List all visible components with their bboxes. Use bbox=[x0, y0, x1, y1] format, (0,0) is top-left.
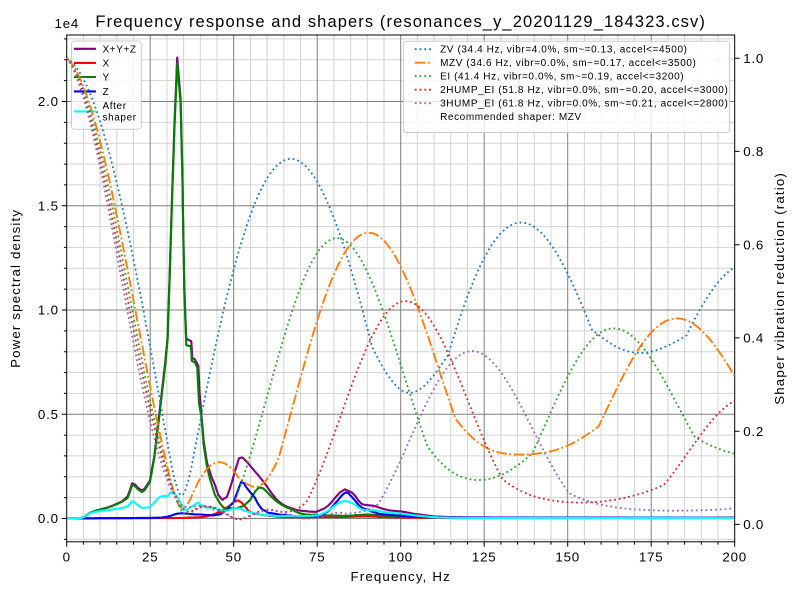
svg-text:Frequency, Hz: Frequency, Hz bbox=[350, 569, 450, 584]
svg-text:Recommended shaper: MZV: Recommended shaper: MZV bbox=[440, 112, 582, 123]
svg-text:0.0: 0.0 bbox=[743, 517, 764, 532]
svg-text:X: X bbox=[103, 58, 110, 69]
svg-text:Power spectral density: Power spectral density bbox=[8, 209, 23, 368]
svg-text:3HUMP_EI (61.8 Hz, vibr=0.0%,: 3HUMP_EI (61.8 Hz, vibr=0.0%, sm~=0.21, … bbox=[440, 99, 728, 110]
svg-text:125: 125 bbox=[472, 550, 497, 565]
svg-text:200: 200 bbox=[722, 550, 747, 565]
svg-text:shaper: shaper bbox=[103, 113, 137, 124]
svg-text:Z: Z bbox=[103, 87, 110, 98]
svg-text:After: After bbox=[103, 101, 127, 112]
svg-text:1.5: 1.5 bbox=[38, 198, 59, 213]
svg-text:MZV (34.6 Hz, vibr=0.0%, sm~=0: MZV (34.6 Hz, vibr=0.0%, sm~=0.17, accel… bbox=[440, 58, 696, 69]
svg-text:175: 175 bbox=[639, 550, 664, 565]
svg-text:0.2: 0.2 bbox=[743, 424, 764, 439]
svg-text:50: 50 bbox=[226, 550, 242, 565]
svg-text:0.5: 0.5 bbox=[38, 407, 59, 422]
svg-text:0.4: 0.4 bbox=[743, 331, 764, 346]
svg-text:0.0: 0.0 bbox=[38, 511, 59, 526]
svg-text:X+Y+Z: X+Y+Z bbox=[103, 44, 137, 55]
svg-text:2.0: 2.0 bbox=[38, 94, 59, 109]
svg-text:EI (41.4 Hz, vibr=0.0%, sm~=0.: EI (41.4 Hz, vibr=0.0%, sm~=0.19, accel<… bbox=[440, 72, 684, 83]
svg-text:25: 25 bbox=[142, 550, 158, 565]
svg-text:1.0: 1.0 bbox=[743, 51, 764, 66]
svg-text:ZV (34.4 Hz, vibr=4.0%, sm~=0.: ZV (34.4 Hz, vibr=4.0%, sm~=0.13, accel<… bbox=[440, 45, 687, 56]
svg-text:Y: Y bbox=[103, 73, 110, 84]
svg-text:0.6: 0.6 bbox=[743, 237, 764, 252]
svg-text:0: 0 bbox=[63, 550, 71, 565]
svg-text:1e4: 1e4 bbox=[55, 16, 80, 31]
svg-text:100: 100 bbox=[388, 550, 413, 565]
svg-text:0.8: 0.8 bbox=[743, 144, 764, 159]
svg-text:75: 75 bbox=[309, 550, 325, 565]
svg-text:1.0: 1.0 bbox=[38, 303, 59, 318]
svg-text:Frequency response and shapers: Frequency response and shapers (resonanc… bbox=[95, 13, 706, 31]
svg-text:2HUMP_EI (51.8 Hz, vibr=0.0%,: 2HUMP_EI (51.8 Hz, vibr=0.0%, sm~=0.20, … bbox=[440, 85, 728, 96]
svg-text:Shaper vibration reduction (ra: Shaper vibration reduction (ratio) bbox=[772, 172, 787, 405]
svg-text:150: 150 bbox=[555, 550, 580, 565]
